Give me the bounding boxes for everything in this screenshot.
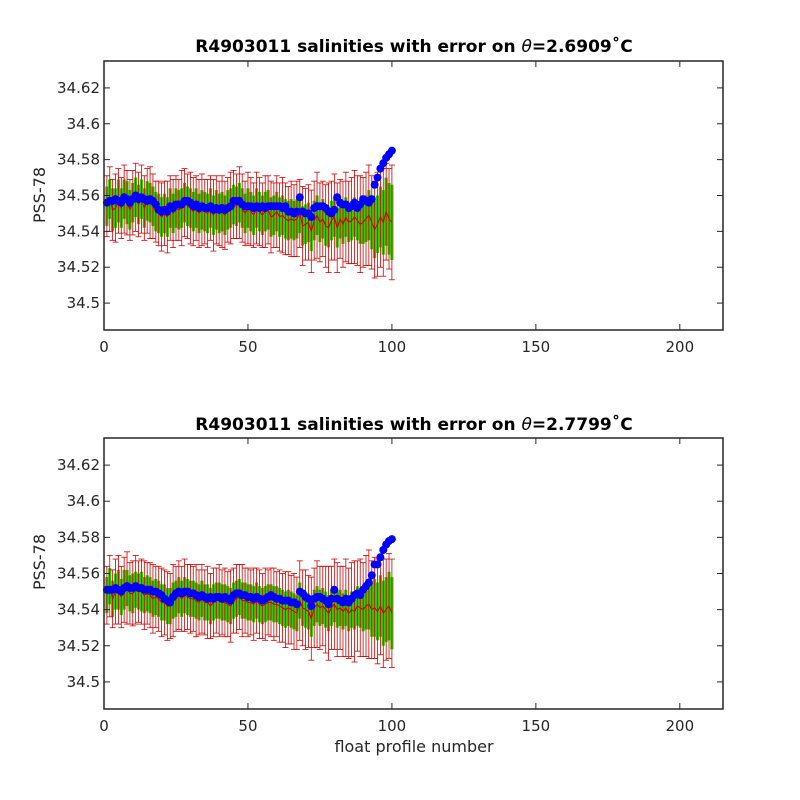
y-tick-label: 34.6	[67, 115, 100, 133]
data-point	[307, 602, 316, 611]
x-tick-label: 100	[378, 717, 407, 735]
y-tick-label: 34.52	[57, 258, 100, 276]
data-point	[327, 594, 336, 603]
calibrated-salinity-points	[102, 146, 396, 222]
y-tick-label: 34.58	[57, 528, 100, 546]
calibrated-salinity-points	[102, 535, 396, 611]
x-tick-label: 50	[238, 717, 257, 735]
data-point	[387, 535, 396, 544]
bottom-panel-ylabel: PSS-78	[30, 534, 49, 590]
top-panel-ylabel: PSS-78	[30, 167, 49, 223]
y-tick-label: 34.52	[57, 637, 100, 655]
bottom-panel-title: R4903011 salinities with error on θ=2.77…	[195, 413, 632, 435]
data-point	[295, 193, 304, 202]
y-tick-label: 34.56	[57, 565, 100, 583]
y-tick-label: 34.5	[67, 294, 100, 312]
x-tick-label: 100	[378, 338, 407, 356]
data-point	[304, 594, 313, 603]
data-point	[367, 571, 376, 580]
axis-ticks: 0 50 100 150 200 34.5 34.52 34.54 34.56 34.58 34.6…	[57, 438, 723, 735]
data-point	[367, 195, 376, 204]
x-tick-label: 150	[522, 717, 551, 735]
bottom-panel-plot	[102, 535, 396, 668]
top-panel-title: R4903011 salinities with error on θ=2.69…	[195, 35, 632, 57]
data-point	[330, 585, 339, 594]
data-point	[292, 600, 301, 609]
data-point	[373, 173, 382, 182]
x-tick-label: 200	[665, 338, 694, 356]
x-tick-label: 50	[238, 338, 257, 356]
y-tick-label: 34.62	[57, 79, 100, 97]
original-salinity-line	[106, 584, 393, 621]
data-point	[387, 146, 396, 155]
x-tick-label: 200	[665, 717, 694, 735]
x-tick-label: 0	[99, 717, 109, 735]
data-point	[364, 578, 373, 587]
data-point	[373, 560, 382, 569]
top-panel: R4903011 salinities with error on θ=2.69…	[30, 35, 724, 356]
y-tick-label: 34.6	[67, 492, 100, 510]
data-point	[376, 553, 385, 562]
top-panel-plot	[102, 146, 396, 281]
y-tick-label: 34.5	[67, 673, 100, 691]
y-tick-label: 34.58	[57, 151, 100, 169]
x-tick-label: 0	[99, 338, 109, 356]
y-tick-label: 34.56	[57, 187, 100, 205]
data-point	[330, 205, 339, 214]
y-tick-label: 34.54	[57, 601, 100, 619]
data-point	[370, 180, 379, 189]
bottom-panel: R4903011 salinities with error on θ=2.77…	[30, 413, 724, 735]
data-point	[307, 213, 316, 222]
axis-ticks: 0 50 100 150 200 34.5 34.52 34.54 34.56 34.58 34.6…	[57, 61, 723, 356]
y-tick-label: 34.54	[57, 222, 100, 240]
x-tick-label: 150	[522, 338, 551, 356]
y-tick-label: 34.62	[57, 456, 100, 474]
data-point	[292, 207, 301, 216]
x-axis-label: float profile number	[334, 737, 494, 756]
